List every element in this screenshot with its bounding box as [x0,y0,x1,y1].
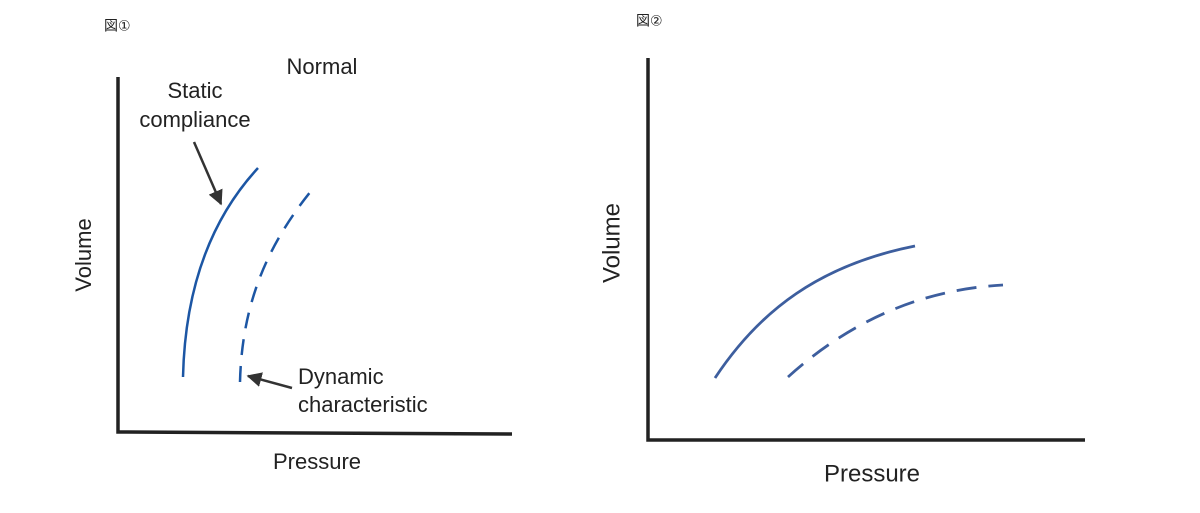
y-axis-label: Volume [71,218,96,291]
static-curve [713,244,916,379]
dynamic-label: Dynamic [298,364,384,389]
dynamic-curve [238,184,317,383]
axes [116,77,513,436]
static-label: compliance [139,107,250,132]
dynamic-curve [787,283,1004,379]
static-curve [181,167,259,378]
static-label: Static [167,78,222,103]
figure-label: 図① [104,18,131,34]
figure-title: Normal [287,54,358,79]
figure-label: 図② [636,13,663,29]
dynamic-label: characteristic [298,392,428,417]
x-axis-label: Pressure [273,449,361,474]
figure-1: 図① Normal Static compliance Dynamic char… [71,18,513,474]
figure-2: 図② Volume Pressure [598,13,1085,487]
arrow [246,372,293,390]
x-axis-label: Pressure [824,460,920,487]
arrow [192,141,223,206]
y-axis-label: Volume [598,203,625,283]
axes [646,58,1085,442]
